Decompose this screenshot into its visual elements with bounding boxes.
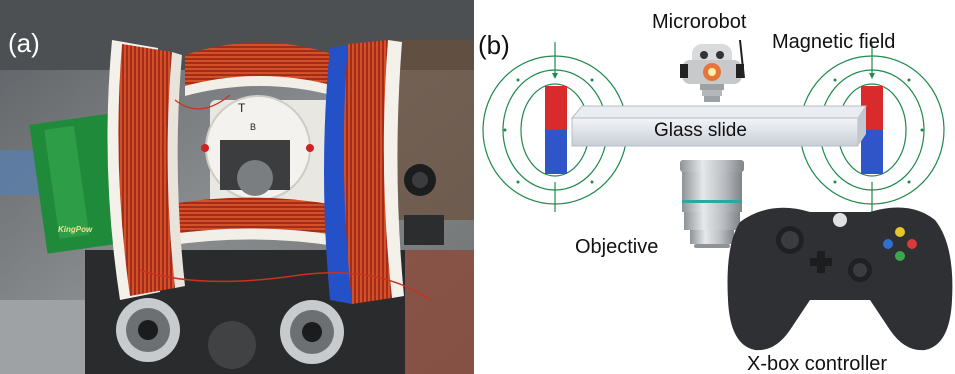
magnet-right — [861, 86, 883, 174]
panel-a-label: (a) — [8, 28, 40, 58]
label-xbox-controller: X-box controller — [747, 353, 887, 374]
panel-a-photo: KingPow T B — [0, 0, 474, 374]
objective — [680, 160, 744, 248]
panel-b-label: (b) — [478, 30, 510, 60]
coil-right — [324, 40, 404, 304]
glass-slide — [570, 105, 867, 147]
coil-tag-mid: B — [250, 122, 256, 132]
label-magnetic-field: Magnetic field — [772, 31, 895, 53]
label-microrobot: Microrobot — [652, 11, 747, 33]
label-objective: Objective — [575, 236, 658, 258]
panel-b-diagram: (b) — [474, 0, 955, 374]
magnet-left — [545, 86, 567, 174]
xbox-controller — [727, 207, 953, 351]
coil-bottom — [165, 197, 335, 246]
microrobot — [680, 39, 745, 102]
coil-tag-top: T — [238, 101, 246, 115]
pcb-label: KingPow — [58, 225, 93, 234]
coil-left — [107, 40, 185, 300]
photo-objective-lenses — [116, 298, 344, 369]
label-glass-slide: Glass slide — [654, 120, 747, 141]
stage-center: T B — [201, 95, 340, 210]
coil-top — [185, 42, 335, 96]
